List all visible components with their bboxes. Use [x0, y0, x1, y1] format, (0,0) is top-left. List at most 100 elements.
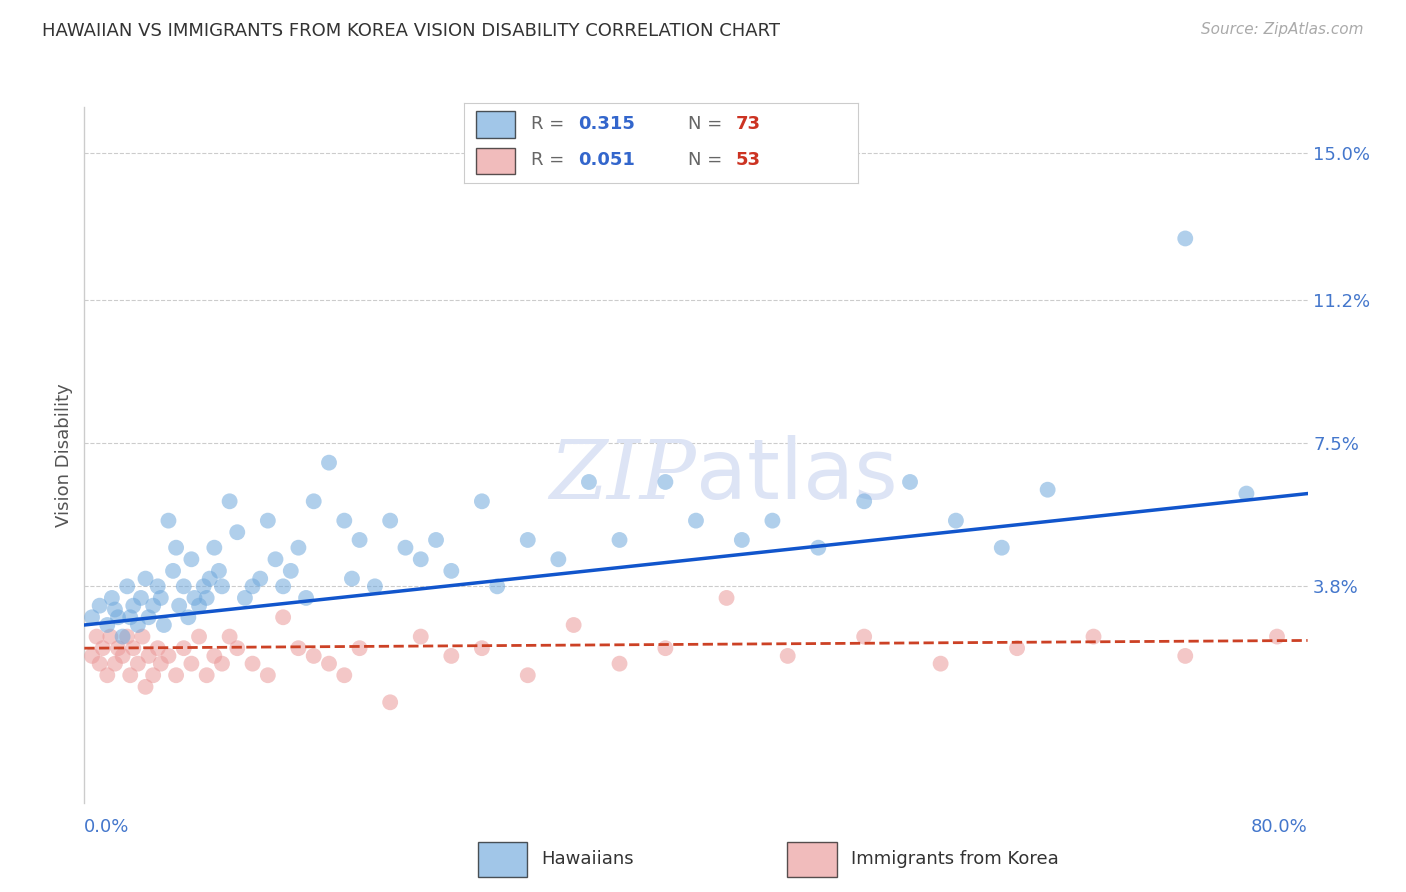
Point	[165, 541, 187, 555]
Point	[180, 552, 202, 566]
Point	[318, 657, 340, 671]
Point	[471, 641, 494, 656]
Point	[1265, 630, 1288, 644]
Point	[202, 648, 225, 663]
Point	[380, 514, 402, 528]
Point	[380, 695, 402, 709]
Point	[271, 610, 294, 624]
Point	[1174, 231, 1197, 245]
Point	[198, 572, 221, 586]
Point	[271, 579, 294, 593]
Text: Hawaiians: Hawaiians	[541, 849, 634, 868]
Point	[340, 572, 363, 586]
Text: R =: R =	[531, 152, 569, 169]
Point	[115, 630, 138, 644]
Point	[135, 572, 157, 586]
Point	[425, 533, 447, 547]
Point	[409, 552, 432, 566]
FancyBboxPatch shape	[475, 112, 515, 138]
Point	[115, 579, 138, 593]
Point	[654, 641, 676, 656]
Point	[104, 657, 127, 671]
Text: 73: 73	[735, 115, 761, 133]
Point	[91, 641, 114, 656]
Text: N =: N =	[689, 115, 728, 133]
Point	[349, 533, 371, 547]
Point	[153, 618, 176, 632]
Point	[195, 591, 218, 605]
Point	[287, 641, 309, 656]
Point	[242, 579, 264, 593]
Point	[898, 475, 921, 489]
Point	[1174, 648, 1197, 663]
FancyBboxPatch shape	[478, 842, 527, 877]
Point	[218, 494, 240, 508]
Text: N =: N =	[689, 152, 728, 169]
Point	[302, 494, 325, 508]
Point	[807, 541, 830, 555]
Point	[562, 618, 585, 632]
Point	[146, 579, 169, 593]
Point	[138, 610, 160, 624]
Text: atlas: atlas	[696, 435, 897, 516]
Point	[146, 641, 169, 656]
Point	[98, 630, 121, 644]
Text: 0.315: 0.315	[578, 115, 636, 133]
Point	[122, 641, 145, 656]
Point	[394, 541, 416, 555]
Point	[96, 618, 118, 632]
Point	[249, 572, 271, 586]
Point	[173, 641, 195, 656]
Point	[120, 668, 142, 682]
Point	[295, 591, 318, 605]
Point	[129, 591, 152, 605]
Text: 53: 53	[735, 152, 761, 169]
Y-axis label: Vision Disability: Vision Disability	[55, 383, 73, 527]
Point	[257, 668, 280, 682]
Point	[486, 579, 509, 593]
Point	[333, 668, 356, 682]
Point	[188, 630, 211, 644]
Point	[101, 591, 124, 605]
Point	[1036, 483, 1059, 497]
Point	[264, 552, 287, 566]
Point	[257, 514, 280, 528]
Point	[173, 579, 195, 593]
Point	[516, 533, 538, 547]
Point	[122, 599, 145, 613]
Point	[654, 475, 676, 489]
Point	[233, 591, 256, 605]
Point	[131, 630, 153, 644]
Point	[138, 648, 160, 663]
Point	[731, 533, 754, 547]
Point	[142, 668, 165, 682]
Point	[120, 610, 142, 624]
Point	[127, 618, 149, 632]
Point	[929, 657, 952, 671]
Point	[578, 475, 600, 489]
Point	[685, 514, 707, 528]
Point	[547, 552, 569, 566]
Point	[183, 591, 205, 605]
Point	[135, 680, 157, 694]
Point	[609, 533, 631, 547]
Text: Source: ZipAtlas.com: Source: ZipAtlas.com	[1201, 22, 1364, 37]
Point	[333, 514, 356, 528]
Point	[318, 456, 340, 470]
Point	[440, 648, 463, 663]
Point	[516, 668, 538, 682]
Point	[149, 657, 172, 671]
Point	[409, 630, 432, 644]
Point	[202, 541, 225, 555]
Point	[208, 564, 231, 578]
FancyBboxPatch shape	[475, 147, 515, 174]
Point	[364, 579, 387, 593]
Point	[242, 657, 264, 671]
Point	[111, 648, 134, 663]
Text: ZIP: ZIP	[550, 436, 696, 516]
Point	[165, 668, 187, 682]
Text: 0.051: 0.051	[578, 152, 636, 169]
Point	[89, 657, 111, 671]
Text: 80.0%: 80.0%	[1251, 818, 1308, 837]
Point	[302, 648, 325, 663]
